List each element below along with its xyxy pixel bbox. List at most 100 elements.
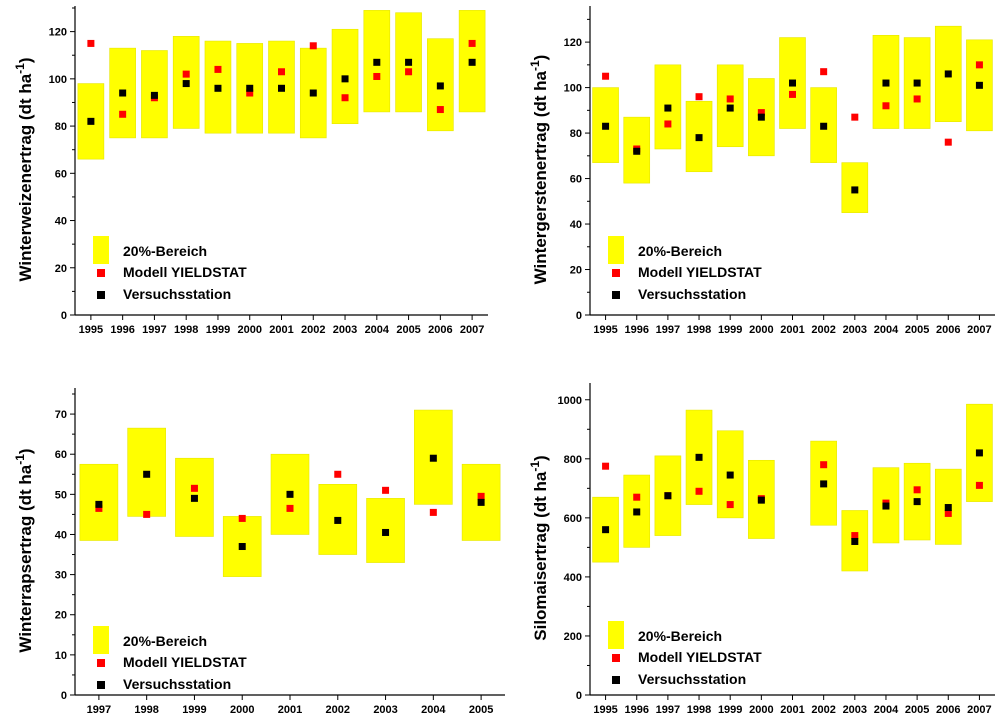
station-point	[820, 122, 828, 130]
station-point	[309, 89, 317, 97]
y-tick-label: 100	[564, 83, 582, 95]
model-point	[278, 68, 285, 76]
y-tick-label: 600	[564, 513, 582, 525]
station-point	[382, 528, 390, 536]
model-point	[882, 102, 890, 110]
model-point	[851, 113, 859, 121]
station-point	[664, 492, 672, 500]
x-tick-label: 2004	[874, 704, 899, 716]
y-tick-label: 120	[49, 27, 67, 39]
chart-panel-1: 0 20 40 60 80 100 120 1995 1996 1997 1998 1999 2000 2…	[13, 6, 488, 336]
y-tick-label: 50	[55, 489, 67, 501]
x-tick-label: 1996	[110, 324, 134, 336]
y-tick-label: 20	[570, 265, 582, 277]
model-point	[602, 462, 610, 470]
legend-range-swatch	[608, 621, 624, 649]
chart-panel-3: 0 10 20 30 40 50 60 70 1997 1998 1999 2000 2001 2002 2…	[13, 388, 505, 716]
x-tick-label: 1998	[134, 704, 158, 716]
y-tick-label: 40	[55, 529, 67, 541]
range-boxes	[592, 25, 993, 213]
y-tick-label: 80	[570, 128, 582, 140]
station-point	[695, 134, 703, 142]
station-point	[882, 79, 890, 87]
model-point	[238, 514, 246, 522]
model-point	[143, 510, 151, 518]
y-axis-title: Winterweizenertrag (dt ha-1)	[13, 58, 35, 282]
legend-station-marker	[612, 291, 620, 299]
x-tick-label: 2002	[301, 324, 325, 336]
y-tick-label: 0	[61, 310, 67, 322]
model-point	[851, 532, 859, 540]
model-point	[975, 61, 983, 69]
y-tick-label: 1000	[558, 395, 582, 407]
legend: 20%-Bereich Modell YIELDSTAT Versuchsstati…	[93, 626, 247, 692]
model-point	[334, 470, 342, 478]
station-points	[87, 58, 476, 125]
station-point	[726, 104, 734, 112]
y-tick-label: 60	[55, 449, 67, 461]
x-tick-label: 2005	[905, 324, 929, 336]
station-point	[789, 79, 796, 87]
station-point	[602, 122, 610, 130]
legend-range-label: 20%-Bereich	[638, 243, 722, 259]
model-point	[382, 486, 390, 494]
x-tick-label: 1998	[687, 324, 711, 336]
y-tick-label: 30	[55, 570, 67, 582]
legend-range-swatch	[93, 626, 109, 654]
x-tick-label: 2004	[365, 324, 390, 336]
chart-panel-2: 0 20 40 60 80 100 120 1995 1996 1997 1998 1999 2000 2…	[528, 6, 995, 336]
x-tick-label: 2006	[936, 704, 960, 716]
x-tick-label: 2000	[230, 704, 254, 716]
y-tick-label: 40	[55, 216, 67, 228]
y-axis-title: Winterrapsertrag (dt ha-1)	[13, 448, 35, 652]
x-tick-label: 1997	[656, 704, 680, 716]
x-tick-label: 1996	[624, 324, 648, 336]
x-tick-label: 1998	[687, 704, 711, 716]
y-tick-label: 800	[564, 454, 582, 466]
y-axis-title: Silomaisertrag (dt ha-1)	[528, 455, 550, 640]
model-point	[820, 461, 828, 469]
legend-model-label: Modell YIELDSTAT	[638, 264, 762, 280]
model-point	[214, 65, 222, 73]
station-points	[602, 449, 983, 545]
station-point	[119, 89, 127, 97]
station-point	[182, 80, 190, 88]
model-point	[602, 72, 610, 80]
x-tick-label: 1997	[656, 324, 680, 336]
station-point	[851, 537, 859, 545]
y-tick-label: 20	[55, 263, 67, 275]
station-point	[664, 104, 672, 112]
legend-model-marker	[97, 269, 105, 277]
x-tick-label: 1997	[87, 704, 111, 716]
x-tick-label: 1999	[718, 324, 742, 336]
model-point	[190, 484, 198, 492]
model-point	[95, 504, 103, 512]
station-point	[405, 58, 413, 66]
x-tick-label: 2001	[780, 704, 804, 716]
x-tick-label: 2007	[967, 324, 991, 336]
x-tick-label: 2006	[428, 324, 452, 336]
model-points	[95, 470, 485, 522]
station-point	[246, 84, 254, 92]
station-point	[975, 449, 983, 457]
x-tick-label: 2007	[967, 704, 991, 716]
station-point	[695, 453, 703, 461]
range-boxes	[77, 10, 486, 160]
x-tick-label: 1995	[593, 324, 617, 336]
station-point	[944, 70, 952, 78]
legend-model-marker	[612, 269, 620, 277]
station-point	[633, 508, 641, 516]
legend-range-label: 20%-Bereich	[638, 628, 722, 644]
x-tick-label: 2002	[326, 704, 350, 716]
y-tick-label: 10	[55, 650, 67, 662]
model-point	[944, 509, 952, 517]
station-point	[87, 117, 95, 125]
model-point	[436, 106, 444, 114]
legend-station-marker	[97, 291, 105, 299]
x-tick-label: 1998	[174, 324, 198, 336]
station-point	[373, 58, 381, 66]
station-point	[341, 75, 349, 83]
legend-model-label: Modell YIELDSTAT	[638, 649, 762, 665]
x-tick-label: 2003	[373, 704, 397, 716]
model-point	[695, 93, 703, 101]
